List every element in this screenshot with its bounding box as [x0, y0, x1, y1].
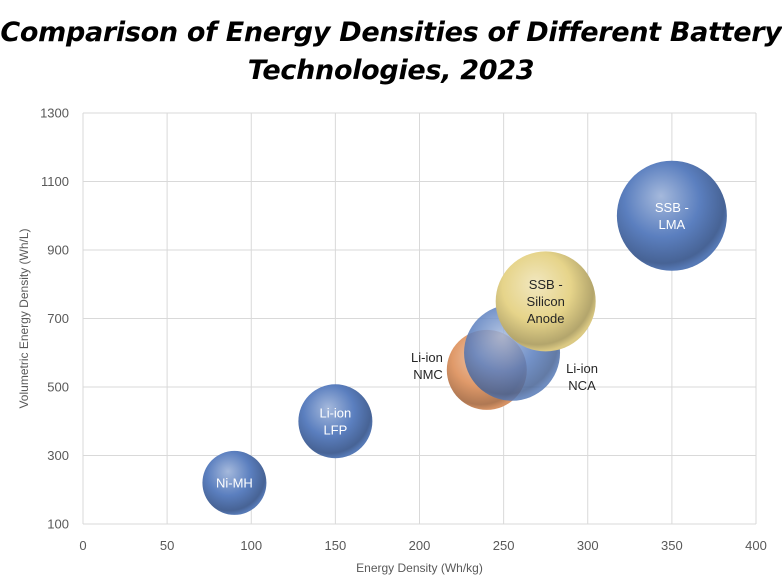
chart-title-line-2: Technologies, 2023: [247, 55, 535, 86]
x-tick-label: 200: [409, 538, 431, 553]
y-tick-labels: 100 300 500 700 900 1100 1300: [40, 106, 69, 532]
bubble-label: Li-ion LFP: [319, 405, 351, 437]
x-tick-label: 350: [661, 538, 683, 553]
y-tick-label: 900: [47, 243, 69, 258]
bubble-label: SSB -LMA: [655, 200, 689, 232]
bubbles: [202, 160, 727, 515]
chart-title-line-1: Comparison of Energy Densities of Differ…: [0, 17, 782, 48]
chart-title: Comparison of Energy Densities of Differ…: [0, 14, 782, 90]
bubble-label: Ni-MH: [216, 475, 253, 490]
x-tick-label: 250: [493, 538, 515, 553]
gridlines: [82, 112, 757, 525]
y-tick-label: 100: [47, 517, 69, 532]
x-tick-label: 50: [160, 538, 174, 553]
x-axis-label: Energy Density (Wh/kg): [356, 561, 483, 575]
x-tick-label: 150: [325, 538, 347, 553]
x-tick-labels: 0 50 100 150 200 250 300 350 400: [79, 538, 766, 553]
bubble-label: SSB -Silicon Anode: [527, 277, 565, 326]
y-tick-label: 500: [47, 380, 69, 395]
bubble-ssb-lma: [616, 160, 727, 271]
y-tick-label: 1300: [40, 106, 69, 121]
x-tick-label: 400: [745, 538, 767, 553]
x-tick-label: 0: [79, 538, 86, 553]
bubble-labels: Ni-MH Li-ion LFP Li-ion NMC Li-ion NCA SSB -Sil…: [216, 200, 689, 491]
y-tick-label: 1100: [41, 174, 69, 189]
x-tick-label: 300: [577, 538, 599, 553]
x-tick-label: 100: [240, 538, 262, 553]
bubble-ssb-silicon-anode: [495, 251, 596, 352]
y-tick-label: 300: [47, 448, 69, 463]
bubble-ni-mh: [202, 450, 267, 515]
bubble-li-ion-lfp: [298, 384, 373, 459]
y-tick-label: 700: [47, 311, 69, 326]
y-axis-label: Volumetric Energy Density (Wh/L): [17, 228, 31, 408]
bubble-label: Li-ion NMC: [411, 350, 443, 382]
bubble-label: Li-ion NCA: [566, 361, 598, 393]
